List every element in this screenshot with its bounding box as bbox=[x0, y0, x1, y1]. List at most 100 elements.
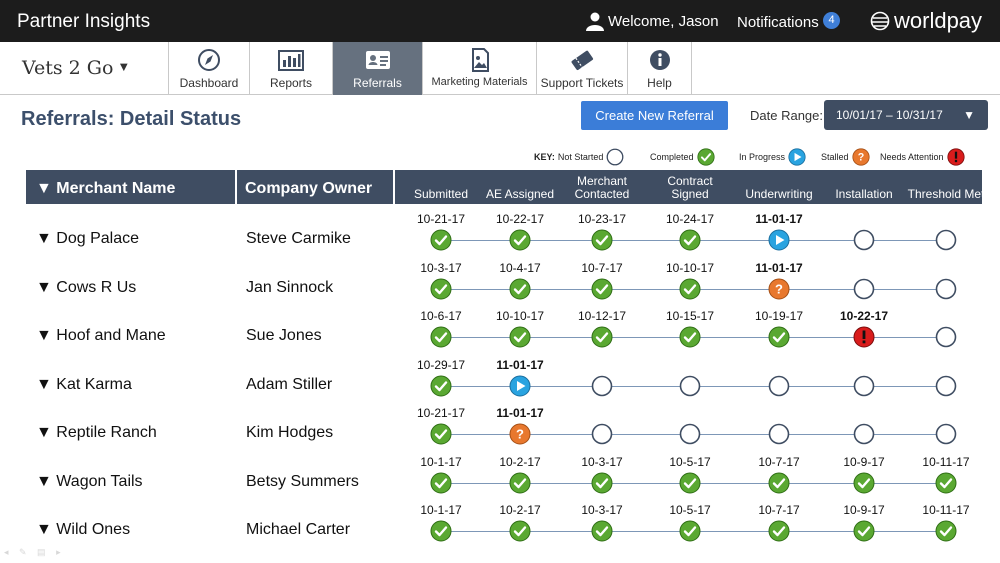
welcome-text: Welcome, Jason bbox=[608, 12, 719, 30]
date-range-value: 10/01/17 – 10/31/17 bbox=[836, 108, 943, 122]
stage-date: 10-7-17 bbox=[758, 503, 800, 517]
check-icon[interactable] bbox=[430, 229, 452, 251]
create-new-referral-button[interactable]: Create New Referral bbox=[581, 101, 728, 130]
tab-referrals[interactable]: Referrals bbox=[332, 42, 422, 95]
stage-date: 11-01-17 bbox=[755, 260, 803, 275]
check-icon[interactable] bbox=[591, 472, 613, 494]
check-icon[interactable] bbox=[509, 278, 531, 300]
check-icon[interactable] bbox=[591, 326, 613, 348]
tab-reports[interactable]: Reports bbox=[249, 42, 332, 95]
check-icon[interactable] bbox=[768, 326, 790, 348]
stage-date: 10-1-17 bbox=[420, 454, 462, 469]
check-icon[interactable] bbox=[679, 472, 701, 494]
not-started-icon[interactable] bbox=[935, 375, 957, 397]
check-icon[interactable] bbox=[853, 472, 875, 494]
check-icon[interactable] bbox=[768, 472, 790, 494]
tab-label: Support Tickets bbox=[540, 76, 624, 90]
table-row[interactable]: ▼ Wagon Tails Betsy Summers 10-1-17 10-2-17… bbox=[0, 0, 1000, 493]
merchant-name[interactable]: ▼ Kat Karma bbox=[36, 375, 132, 393]
chevron-down-icon: ▼ bbox=[963, 108, 975, 122]
image-file-icon bbox=[471, 48, 489, 72]
stage-date: 10-23-17 bbox=[577, 212, 627, 226]
notifications-count-badge[interactable]: 4 bbox=[823, 12, 840, 29]
check-icon[interactable] bbox=[509, 326, 531, 348]
question-icon[interactable]: ? bbox=[509, 423, 531, 445]
tab-dashboard[interactable]: Dashboard bbox=[168, 42, 249, 95]
key-stalled: Stalled ? bbox=[821, 148, 870, 166]
merchant-name-column-header[interactable]: ▼ Merchant Name bbox=[26, 170, 237, 204]
slide-controls: ◂ ✎ ▤ ▸ bbox=[4, 547, 65, 557]
merchant-name[interactable]: ▼ Cows R Us bbox=[36, 278, 137, 296]
not-started-icon[interactable] bbox=[935, 229, 957, 251]
check-icon[interactable] bbox=[935, 472, 957, 494]
check-icon[interactable] bbox=[591, 229, 613, 251]
key-label: Not Started bbox=[557, 152, 604, 162]
check-icon[interactable] bbox=[430, 472, 452, 494]
play-icon[interactable] bbox=[768, 229, 790, 251]
not-started-icon[interactable] bbox=[768, 375, 790, 397]
check-icon[interactable] bbox=[509, 229, 531, 251]
tab-marketing-materials[interactable]: Marketing Materials bbox=[422, 42, 536, 95]
exclamation-icon[interactable] bbox=[853, 326, 875, 348]
table-row[interactable]: ▼ Wild Ones Michael Carter 10-1-17 10-2-17 1… bbox=[0, 0, 1000, 542]
not-started-icon[interactable] bbox=[853, 229, 875, 251]
user-menu[interactable]: Welcome, Jason bbox=[585, 11, 719, 31]
merchant-name[interactable]: ▼ Wagon Tails bbox=[36, 472, 143, 490]
check-icon[interactable] bbox=[591, 520, 613, 542]
nav-bar: Vets 2 Go ▼ Dashboard Reports Referrals M… bbox=[0, 42, 1000, 95]
stage-date: 10-5-17 bbox=[669, 503, 711, 517]
question-icon[interactable]: ? bbox=[768, 278, 790, 300]
not-started-icon[interactable] bbox=[853, 375, 875, 397]
tab-help[interactable]: Help bbox=[627, 42, 691, 95]
id-card-icon bbox=[365, 51, 390, 69]
check-icon[interactable] bbox=[935, 520, 957, 542]
not-started-icon[interactable] bbox=[591, 423, 613, 445]
check-icon[interactable] bbox=[509, 520, 531, 542]
stage-date: 10-9-17 bbox=[843, 454, 885, 469]
check-icon[interactable] bbox=[430, 326, 452, 348]
table-row[interactable]: ▼ Hoof and Mane Sue Jones 10-6-17 10-10-17 1… bbox=[0, 0, 1000, 348]
check-icon[interactable] bbox=[430, 520, 452, 542]
notifications-link[interactable]: Notifications bbox=[737, 14, 819, 31]
merchant-name[interactable]: ▼ Hoof and Mane bbox=[36, 327, 166, 344]
company-selector[interactable]: Vets 2 Go ▼ bbox=[22, 57, 130, 79]
check-icon[interactable] bbox=[430, 278, 452, 300]
check-icon[interactable] bbox=[430, 423, 452, 445]
check-icon[interactable] bbox=[679, 326, 701, 348]
not-started-icon[interactable] bbox=[853, 423, 875, 445]
stage-date: 10-29-17 bbox=[416, 357, 466, 372]
check-icon[interactable] bbox=[679, 278, 701, 300]
not-started-icon[interactable] bbox=[591, 375, 613, 397]
check-icon[interactable] bbox=[430, 375, 452, 397]
check-icon[interactable] bbox=[509, 472, 531, 494]
table-row[interactable]: ▼ Cows R Us Jan Sinnock 10-3-17 10-4-17 10-7… bbox=[0, 0, 1000, 299]
table-row[interactable]: ▼ Kat Karma Adam Stiller 10-29-17 11-01-17 bbox=[0, 0, 1000, 396]
tab-label: Dashboard bbox=[179, 76, 239, 90]
merchant-name[interactable]: ▼ Dog Palace bbox=[36, 230, 139, 247]
stage-column-header: Underwriting bbox=[745, 187, 813, 201]
not-started-icon[interactable] bbox=[768, 423, 790, 445]
check-icon[interactable] bbox=[679, 229, 701, 251]
not-started-icon[interactable] bbox=[853, 278, 875, 300]
merchant-name[interactable]: ▼ Wild Ones bbox=[36, 521, 131, 538]
check-icon[interactable] bbox=[768, 520, 790, 542]
not-started-icon[interactable] bbox=[679, 423, 701, 445]
not-started-icon[interactable] bbox=[935, 326, 957, 348]
not-started-icon[interactable] bbox=[935, 278, 957, 300]
not-started-icon[interactable] bbox=[679, 375, 701, 397]
stage-column-header: AE Assigned bbox=[485, 187, 555, 201]
date-range-select[interactable]: 10/01/17 – 10/31/17 ▼ bbox=[824, 100, 988, 130]
check-icon[interactable] bbox=[853, 520, 875, 542]
play-icon[interactable] bbox=[509, 375, 531, 397]
tab-support-tickets[interactable]: Support Tickets bbox=[536, 42, 627, 95]
table-row[interactable]: ▼ Dog Palace Steve Carmike 10-21-17 10-22-1… bbox=[0, 0, 1000, 251]
check-icon[interactable] bbox=[679, 520, 701, 542]
table-row[interactable]: ▼ Reptile Ranch Kim Hodges 10-21-17 11-01-1… bbox=[0, 0, 1000, 445]
not-started-icon[interactable] bbox=[935, 423, 957, 445]
merchant-name[interactable]: ▼ Reptile Ranch bbox=[36, 424, 157, 441]
company-owner-column-header[interactable]: Company Owner bbox=[239, 170, 395, 204]
stage-date: 10-11-17 bbox=[922, 454, 970, 469]
check-icon[interactable] bbox=[591, 278, 613, 300]
stage-date: 10-3-17 bbox=[581, 454, 623, 469]
table-header: ▼ Merchant Name Company Owner Submitted A… bbox=[26, 170, 984, 204]
